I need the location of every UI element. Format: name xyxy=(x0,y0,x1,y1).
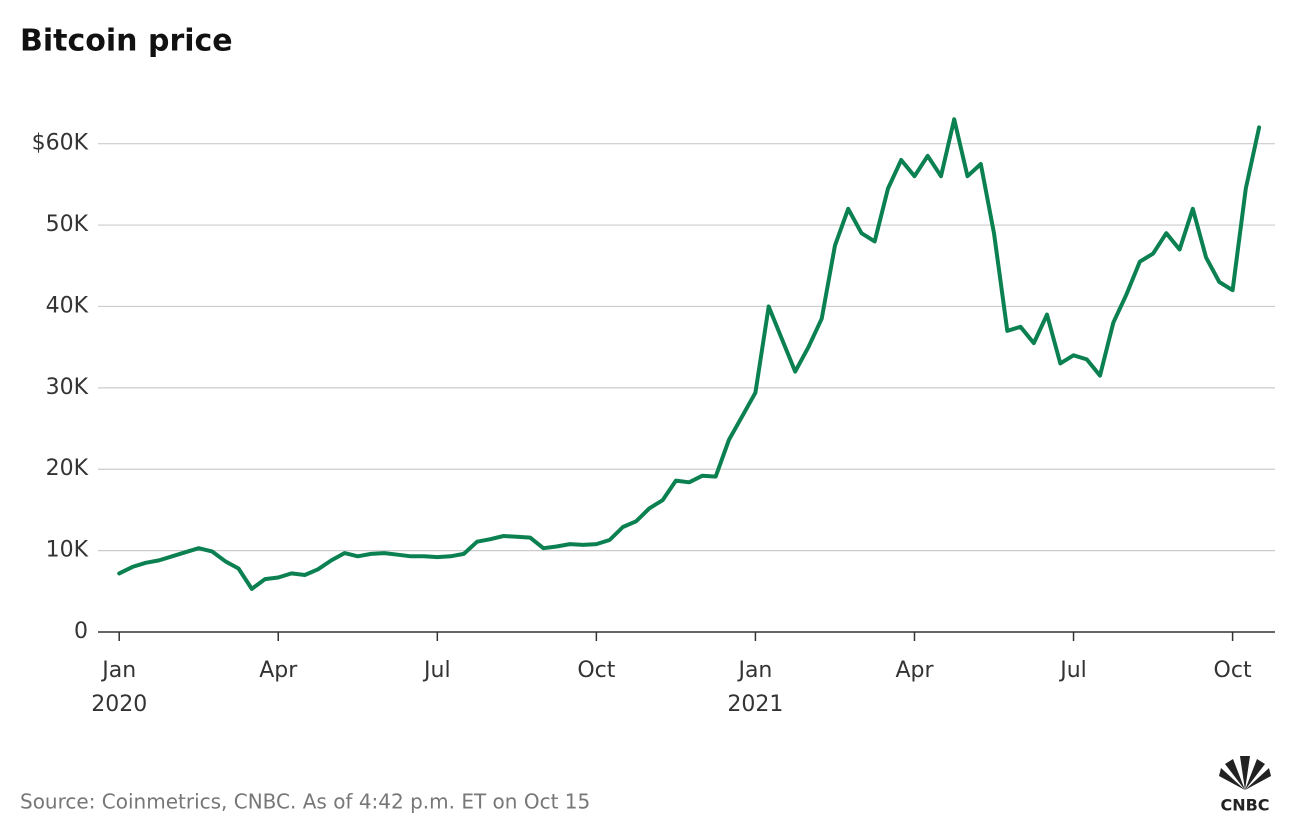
x-tick-label: Apr xyxy=(259,658,298,683)
price-line xyxy=(117,117,1262,591)
y-tick-label: 10K xyxy=(46,538,89,563)
y-tick-label: 30K xyxy=(46,375,89,400)
logo-text: CNBC xyxy=(1220,796,1269,815)
logo-feather xyxy=(1245,768,1271,790)
x-tick-label: Jul xyxy=(1058,658,1087,683)
x-tick-label: Jan xyxy=(100,658,136,683)
chart-title: Bitcoin price xyxy=(20,24,233,59)
x-tick-label: Jan xyxy=(736,658,772,683)
logo-feather xyxy=(1219,768,1245,790)
y-tick-label: 40K xyxy=(46,293,89,318)
source-note: Source: Coinmetrics, CNBC. As of 4:42 p.… xyxy=(20,790,590,814)
x-year-label: 2021 xyxy=(727,692,783,717)
x-tick-label: Jul xyxy=(422,658,451,683)
logo-feather xyxy=(1240,756,1250,790)
logo-feather xyxy=(1225,759,1245,790)
x-tick-label: Apr xyxy=(895,658,934,683)
x-year-label: 2020 xyxy=(91,692,147,717)
logo-feather xyxy=(1245,759,1265,790)
y-tick-label: $60K xyxy=(32,131,89,156)
logo: CNBC xyxy=(1219,756,1271,815)
y-tick-label: 0 xyxy=(74,619,88,644)
x-tick-label: Oct xyxy=(1214,658,1252,683)
y-tick-label: 20K xyxy=(46,456,89,481)
x-tick-label: Oct xyxy=(577,658,615,683)
y-tick-label: 50K xyxy=(46,212,89,237)
